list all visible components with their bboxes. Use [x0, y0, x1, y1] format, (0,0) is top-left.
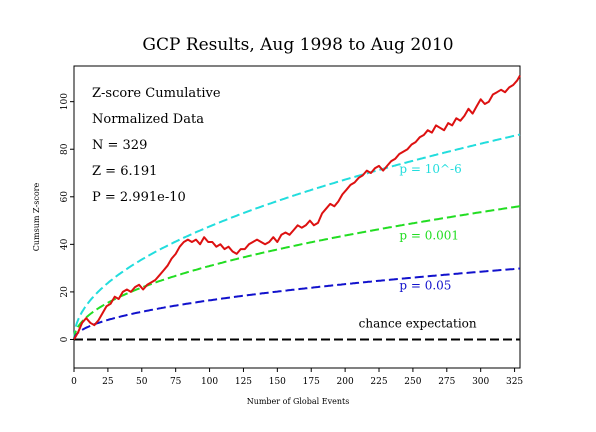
reference-curve-2: [73, 267, 521, 340]
y-tick-label: 20: [60, 286, 70, 298]
x-tick-label: 75: [170, 377, 182, 387]
x-tick-label: 225: [370, 377, 387, 387]
stats-block: Z-score Cumulative Normalized Data N = 3…: [92, 86, 221, 205]
y-tick-label: 60: [60, 191, 70, 203]
x-tick-label: 275: [438, 377, 455, 387]
data-series: [73, 75, 521, 340]
x-tick-label: 200: [337, 377, 354, 387]
stat-line-1: Z-score Cumulative: [92, 86, 221, 101]
y-tick-label: 80: [60, 143, 70, 155]
stat-line-5: P = 2.991e-10: [92, 190, 186, 205]
curve-label-2: p = 0.05: [399, 279, 451, 293]
x-tick-label: 250: [404, 377, 421, 387]
x-tick-label: 125: [235, 377, 252, 387]
y-tick-label: 100: [60, 93, 70, 110]
curve-label-0: p = 10^-6: [399, 162, 461, 176]
x-tick-label: 25: [102, 377, 114, 387]
x-axis-label: Number of Global Events: [247, 397, 350, 406]
x-tick-label: 300: [472, 377, 489, 387]
x-tick-label: 0: [71, 377, 77, 387]
x-tick-label: 50: [136, 377, 148, 387]
y-axis-label: Cumsum Z-score: [32, 183, 41, 252]
plot-area: [73, 65, 521, 369]
curve-labels: p = 10^-6 p = 0.001 p = 0.05 chance expecta…: [359, 162, 477, 331]
x-tick-label: 175: [303, 377, 320, 387]
curve-label-1: p = 0.001: [399, 229, 459, 243]
x-tick-label: 100: [201, 377, 218, 387]
x-tick-label: 150: [269, 377, 286, 387]
x-axis: 0 25 50 75 100 125 150 175 200 225 250 275 300 325: [71, 368, 523, 387]
y-axis: 0 20 40 60 80 100: [60, 93, 74, 342]
stat-line-3: N = 329: [92, 138, 147, 153]
reference-curve-0: [73, 133, 521, 340]
stat-line-2: Normalized Data: [92, 112, 204, 127]
cumulative-zscore-line: [73, 75, 521, 340]
chart-title: GCP Results, Aug 1998 to Aug 2010: [142, 35, 453, 55]
curve-label-3: chance expectation: [359, 317, 477, 331]
y-tick-label: 0: [60, 336, 70, 342]
y-tick-label: 40: [60, 238, 70, 250]
stat-line-4: Z = 6.191: [92, 164, 157, 179]
x-tick-label: 325: [506, 377, 523, 387]
